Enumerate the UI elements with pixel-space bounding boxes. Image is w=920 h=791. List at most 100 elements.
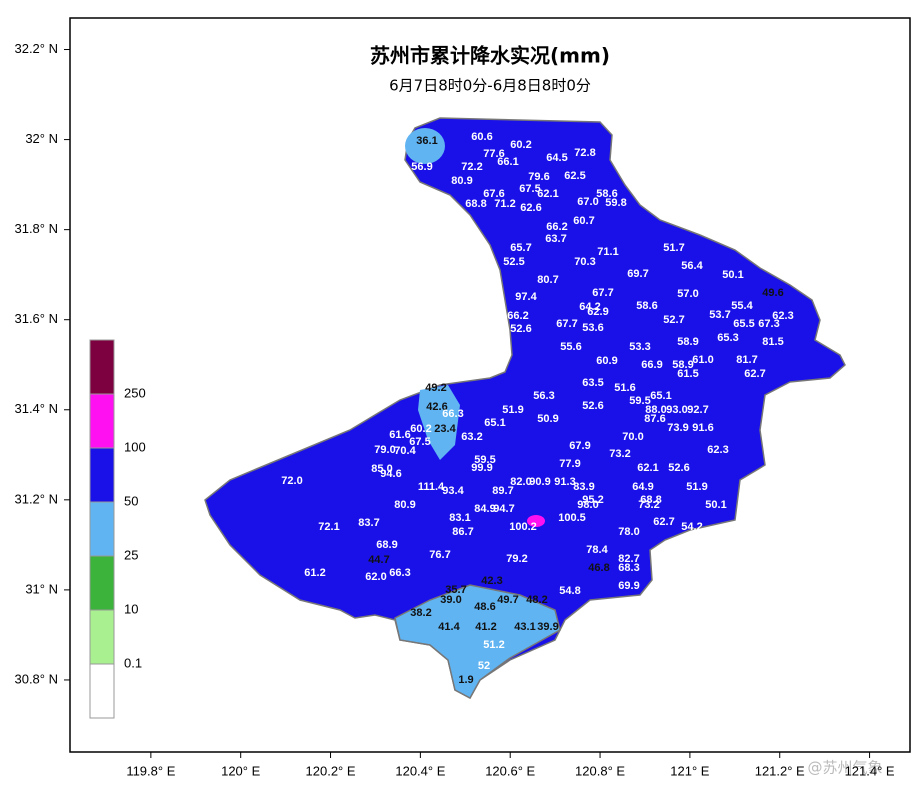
- watermark: @苏州气象: [807, 759, 882, 777]
- station-value: 72.1: [318, 521, 339, 533]
- station-value: 51.9: [686, 481, 707, 493]
- station-value: 66.3: [442, 408, 463, 420]
- station-value: 99.9: [471, 462, 492, 474]
- station-value: 58.6: [636, 300, 657, 312]
- map-subtitle: 6月7日8时0分-6月8日8时0分: [389, 77, 591, 95]
- station-value: 91.3: [554, 476, 575, 488]
- station-value: 64.9: [632, 481, 653, 493]
- station-value: 86.7: [452, 526, 473, 538]
- legend-swatch: [89, 393, 115, 449]
- station-value: 71.1: [597, 246, 618, 258]
- station-value: 68.8: [640, 494, 661, 506]
- legend-label: 50: [124, 493, 138, 508]
- station-value: 67.9: [569, 440, 590, 452]
- station-value: 62.5: [564, 170, 585, 182]
- station-value: 62.3: [707, 444, 728, 456]
- station-value: 41.4: [438, 621, 460, 633]
- lat-tick-label: 31° N: [25, 581, 58, 596]
- lon-tick-label: 120.8° E: [575, 763, 625, 778]
- station-value: 83.7: [358, 517, 379, 529]
- lat-tick-label: 31.4° N: [14, 401, 58, 416]
- station-value: 90.9: [529, 476, 550, 488]
- lon-tick-label: 120.6° E: [485, 763, 535, 778]
- region-25-50: [418, 385, 460, 460]
- station-value: 70.0: [622, 431, 643, 443]
- station-value: 63.5: [582, 377, 603, 389]
- station-value: 52.7: [663, 314, 684, 326]
- station-value: 98.0: [577, 499, 598, 511]
- station-value: 65.1: [484, 417, 505, 429]
- station-value: 83.9: [573, 481, 594, 493]
- station-value: 68.9: [376, 539, 397, 551]
- station-value: 61.2: [304, 567, 325, 579]
- legend-swatch: [89, 663, 115, 719]
- station-value: 49.6: [762, 287, 783, 299]
- station-value: 62.1: [637, 462, 658, 474]
- station-value: 92.7: [687, 404, 708, 416]
- legend-swatch: [89, 501, 115, 557]
- station-value: 50.9: [537, 413, 558, 425]
- station-value: 52.6: [582, 400, 603, 412]
- station-value: 23.4: [434, 423, 456, 435]
- station-value: 60.6: [471, 131, 492, 143]
- station-value: 66.1: [497, 156, 518, 168]
- station-value: 55.4: [731, 300, 753, 312]
- station-value: 73.2: [609, 448, 630, 460]
- station-value: 100.2: [509, 521, 537, 533]
- legend-label: 0.1: [124, 655, 142, 670]
- station-value: 1.9: [458, 674, 473, 686]
- station-value: 81.5: [762, 336, 783, 348]
- station-value: 49.2: [425, 382, 446, 394]
- station-value: 60.2: [410, 423, 431, 435]
- station-value: 53.3: [629, 341, 650, 353]
- station-value: 78.4: [586, 544, 608, 556]
- station-value: 100.5: [558, 512, 586, 524]
- station-value: 63.2: [461, 431, 482, 443]
- station-value: 72.0: [281, 475, 302, 487]
- lat-tick-label: 31.6° N: [14, 311, 58, 326]
- station-value: 54.2: [681, 521, 702, 533]
- station-value: 58.6: [596, 188, 617, 200]
- station-value: 72.2: [461, 161, 482, 173]
- station-value: 42.3: [481, 575, 502, 587]
- lat-tick-label: 32.2° N: [14, 41, 58, 56]
- station-value: 84.9: [474, 503, 495, 515]
- station-value: 59.5: [474, 454, 495, 466]
- lon-tick-label: 121.2° E: [755, 763, 805, 778]
- station-value: 79.6: [528, 171, 549, 183]
- station-value: 42.6: [426, 401, 447, 413]
- lat-tick-label: 30.8° N: [14, 671, 58, 686]
- station-value: 67.7: [592, 287, 613, 299]
- station-value: 46.8: [588, 562, 609, 574]
- lon-tick-label: 120.2° E: [306, 763, 356, 778]
- lon-tick-label: 121° E: [670, 763, 710, 778]
- station-value: 67.6: [483, 188, 504, 200]
- lon-tick-label: 120.4° E: [395, 763, 445, 778]
- station-value: 51.7: [663, 242, 684, 254]
- station-value: 56.4: [681, 260, 703, 272]
- station-value: 80.9: [451, 175, 472, 187]
- station-value: 87.6: [644, 413, 665, 425]
- station-value: 64.5: [546, 152, 567, 164]
- legend-swatch: [89, 555, 115, 611]
- station-value: 95.2: [582, 494, 603, 506]
- station-value: 67.5: [519, 183, 540, 195]
- station-value: 48.6: [474, 601, 495, 613]
- station-value: 52.6: [668, 462, 689, 474]
- station-value: 73.2: [638, 499, 659, 511]
- station-value: 79.2: [506, 553, 527, 565]
- station-value: 72.8: [574, 147, 595, 159]
- station-value: 57.0: [677, 288, 698, 300]
- station-value: 77.9: [559, 458, 580, 470]
- station-value: 36.1: [416, 135, 437, 147]
- station-value: 58.9: [672, 359, 693, 371]
- station-value: 70.4: [394, 445, 416, 457]
- station-value: 91.6: [692, 422, 713, 434]
- station-value: 62.0: [365, 571, 386, 583]
- station-value: 97.4: [515, 291, 537, 303]
- station-value: 60.2: [510, 139, 531, 151]
- legend-swatch: [89, 609, 115, 665]
- station-value: 79.0: [374, 444, 395, 456]
- region-100-250: [527, 515, 545, 527]
- station-value: 52.5: [503, 256, 524, 268]
